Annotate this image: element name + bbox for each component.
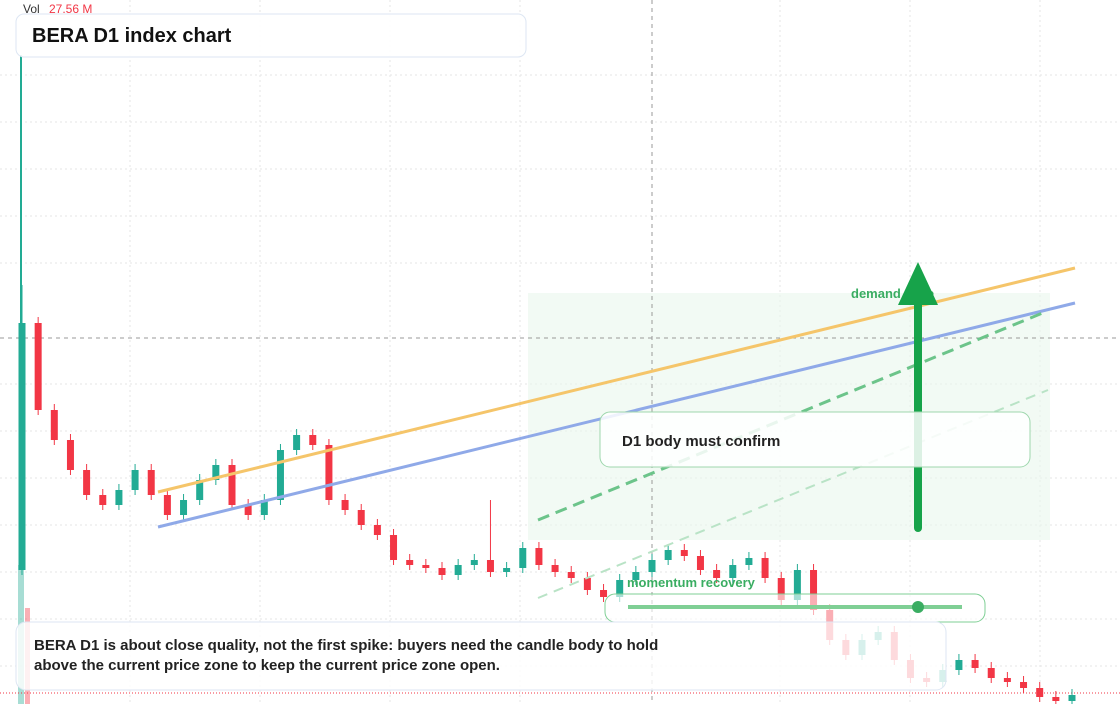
candle-body [293, 435, 301, 450]
candle-body [50, 410, 58, 440]
candle-body [212, 465, 220, 480]
candle-body [276, 450, 284, 500]
chart-title: BERA D1 index chart [32, 25, 232, 47]
candle-body [180, 500, 188, 515]
caption-box [15, 621, 947, 691]
candle-body [632, 572, 640, 580]
candle-body [115, 490, 123, 505]
candle-body [309, 435, 317, 445]
candle-body [971, 660, 979, 668]
candle-body [99, 495, 107, 505]
candle-body [987, 668, 995, 678]
candle-body [83, 470, 91, 495]
candle-body [696, 556, 704, 570]
candle-body [66, 440, 74, 470]
candle-body [18, 323, 26, 570]
volume-label: Vol [23, 2, 40, 16]
candle-body [777, 578, 785, 600]
candle-body [341, 500, 349, 510]
projection-line [537, 389, 1049, 599]
candle-body [131, 470, 139, 490]
candle-body [680, 550, 688, 556]
candle-body [34, 323, 42, 410]
candle-body [729, 565, 737, 578]
candle-body [810, 570, 818, 610]
candle-body [713, 570, 721, 578]
candle-body [163, 495, 171, 515]
candle-body [761, 558, 769, 578]
candle-body [1052, 697, 1060, 701]
trend-line [157, 266, 1076, 494]
candle-body [390, 535, 398, 560]
confirm-box [599, 411, 1031, 468]
candle-body [616, 580, 624, 597]
candle-body [454, 565, 462, 575]
candle-body [664, 550, 672, 560]
candle-body [519, 548, 527, 568]
candle-body [955, 660, 963, 670]
candle-body [600, 590, 608, 597]
candle-body [228, 465, 236, 505]
momentum-label: momentum recovery [627, 575, 756, 590]
momentum-dot [912, 601, 924, 613]
candle-body [470, 560, 478, 565]
volume-bar [20, 55, 22, 560]
caption: BERA D1 is about close quality, not the … [34, 637, 659, 674]
candle-body [745, 558, 753, 565]
candle-body [567, 572, 575, 578]
caption-wrap: BERA D1 is about close quality, not the … [34, 637, 659, 674]
candle-body [422, 565, 430, 568]
candle-body [503, 568, 511, 572]
candle-body [325, 445, 333, 500]
candle-body [406, 560, 414, 565]
arrow-head [898, 262, 938, 305]
candle-body [551, 565, 559, 572]
candle-body [357, 510, 365, 525]
volume-value: 27.56 M [49, 2, 92, 16]
candle-body [583, 578, 591, 590]
candle-body [486, 560, 494, 572]
candle-body [535, 548, 543, 565]
candle-body [373, 525, 381, 535]
candle-body [1003, 678, 1011, 682]
candle-body [648, 560, 656, 572]
candle-body [147, 470, 155, 495]
candle-body [793, 570, 801, 600]
candle-body [196, 480, 204, 500]
confirm-label: D1 body must confirm [622, 433, 780, 450]
candle-body [260, 500, 268, 515]
candle-body [1068, 695, 1076, 701]
candle-body [1020, 682, 1028, 688]
candle-body [1036, 688, 1044, 697]
candle-body [438, 568, 446, 575]
title-box [15, 13, 527, 58]
candle-body [244, 505, 252, 515]
